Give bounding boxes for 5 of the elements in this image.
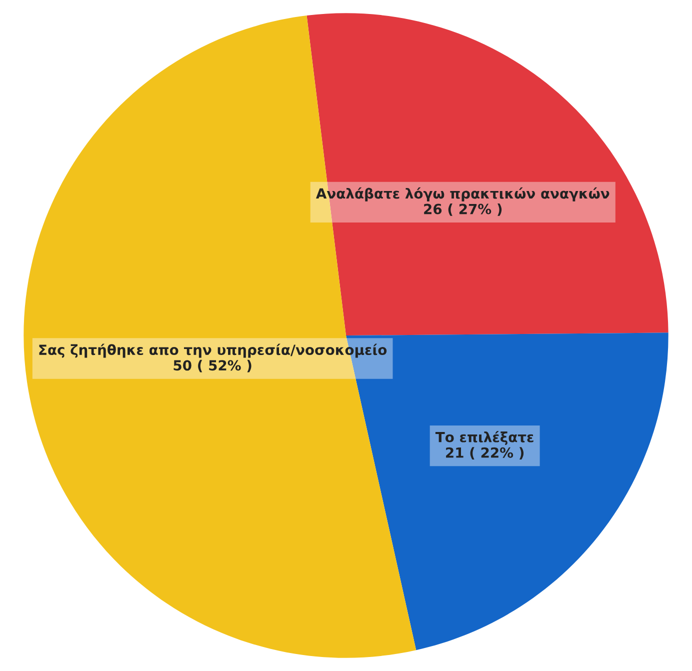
data-label: 50 ( 52% ) [174,360,252,372]
slice-label: Το επιλέξατε [435,431,534,445]
slice-label: Αναλάβατε λόγω πρακτικών αναγκών [316,187,610,202]
data-label: 21 ( 22% ) [446,447,524,460]
data-label: 26 ( 27% ) [424,204,502,216]
